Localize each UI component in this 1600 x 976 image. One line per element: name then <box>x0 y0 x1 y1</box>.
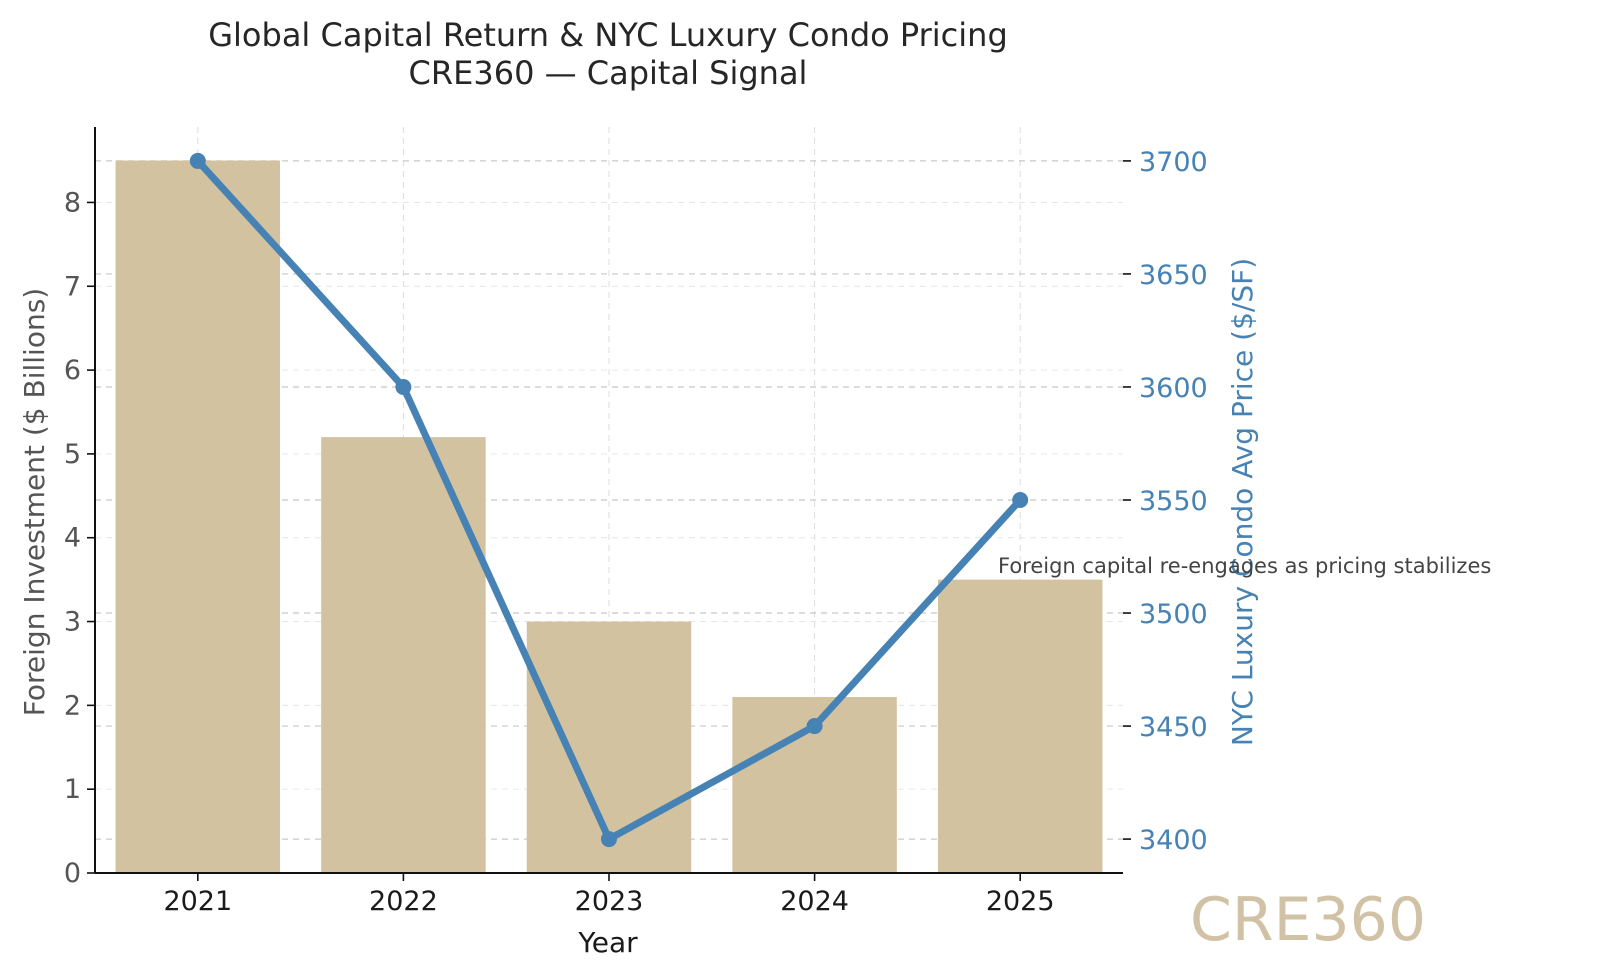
y-tick-label-right: 3500 <box>1139 599 1208 630</box>
y-tick-label-left: 4 <box>64 523 81 554</box>
x-axis-label: Year <box>577 926 638 959</box>
watermark-text: CRE360 <box>1190 885 1426 955</box>
line-series <box>189 152 1029 848</box>
y-axis-label-left: Foreign Investment ($ Billions) <box>18 288 51 716</box>
y-tick-label-right: 3550 <box>1139 486 1208 517</box>
x-tick-label: 2024 <box>780 886 849 917</box>
price-point <box>806 718 823 735</box>
x-tick-label: 2025 <box>986 886 1055 917</box>
y-tick-label-left: 3 <box>64 607 81 638</box>
price-point <box>395 378 412 395</box>
price-point <box>601 831 617 848</box>
y-tick-label-left: 6 <box>64 355 81 386</box>
x-tick-label: 2023 <box>575 886 644 917</box>
bar <box>115 160 281 874</box>
ticks: 0 1 2 3 4 5 6 7 8 3400 3450 3500 3550 3600 3650 3700 202… <box>64 147 1208 917</box>
y-tick-label-left: 0 <box>64 858 81 889</box>
x-tick-label: 2021 <box>163 886 232 917</box>
y-tick-label-left: 5 <box>64 439 81 470</box>
y-tick-label-right: 3600 <box>1139 373 1208 404</box>
y-tick-label-right: 3650 <box>1139 260 1208 291</box>
bar <box>937 579 1103 873</box>
annotation: Foreign capital re-engages as pricing st… <box>998 554 1491 578</box>
bar <box>321 437 486 873</box>
y-tick-label-left: 1 <box>64 774 81 805</box>
price-point <box>189 152 206 169</box>
y-tick-label-left: 2 <box>64 690 81 721</box>
y-tick-label-right: 3400 <box>1139 825 1208 856</box>
y-tick-label-left: 7 <box>64 271 81 302</box>
price-point <box>1012 492 1029 508</box>
chart-title: Global Capital Return & NYC Luxury Condo… <box>208 16 1008 54</box>
y-tick-label-right: 3700 <box>1139 147 1208 178</box>
y-tick-label-left: 8 <box>64 187 81 218</box>
x-tick-label: 2022 <box>369 886 438 917</box>
y-axis-label-right: NYC Luxury Condo Avg Price ($/SF) <box>1226 258 1259 746</box>
y-tick-label-right: 3450 <box>1139 712 1208 743</box>
chart-subtitle: CRE360 — Capital Signal <box>409 54 808 92</box>
